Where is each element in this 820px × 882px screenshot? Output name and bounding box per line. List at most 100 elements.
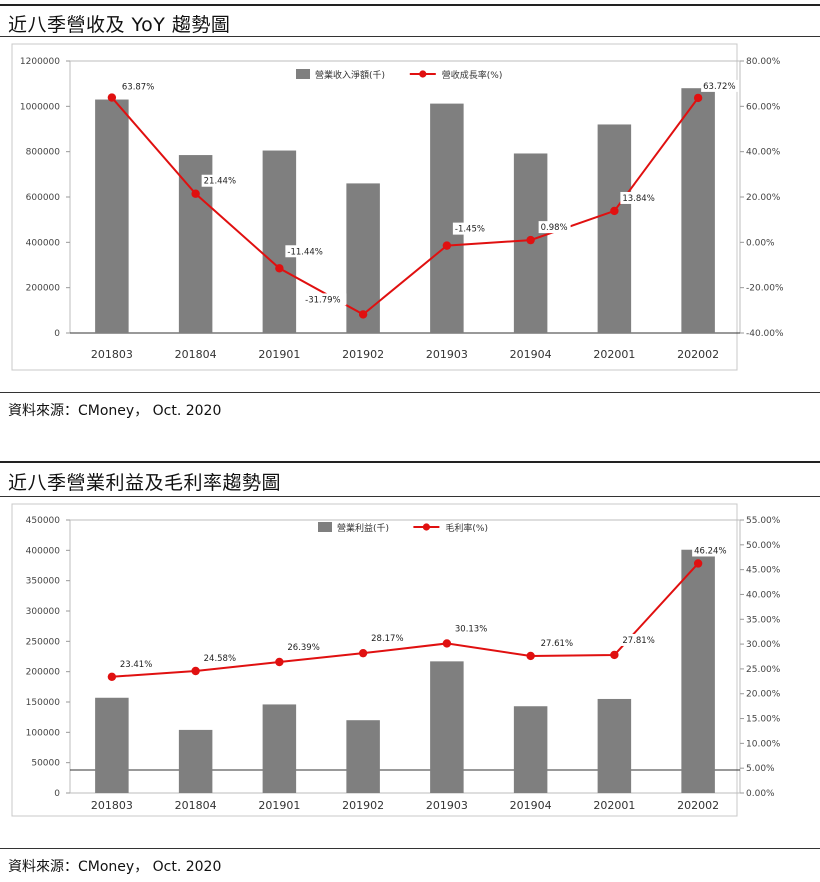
right-axis-tick-label: 45.00% [746,566,781,576]
bar [681,88,715,333]
line-point [107,93,117,102]
line-point [358,648,368,658]
line-point [526,235,535,245]
data-label-bg [285,245,329,258]
right-axis-tick-label: 5.00% [746,764,775,774]
chart2-source-rule [0,848,820,849]
x-axis-tick-label: 201901 [258,799,300,812]
bar [681,549,715,793]
data-label: 28.17% [371,634,403,644]
data-label-bg [201,651,240,664]
bar [262,704,297,793]
right-axis-tick-label: 30.00% [746,640,781,650]
left-axis-tick-label: 600000 [26,193,61,203]
chart-frame [11,43,738,371]
x-axis-tick-label: 202002 [677,799,719,812]
x-axis-tick-label: 201902 [342,799,384,812]
bar [513,706,548,793]
revenue-yoy-chart: 0 200000 400000 600000 800000 1000000 1200000 -… [11,43,784,371]
x-axis-tick-label: 201901 [258,348,300,361]
right-axis-tick-label: 40.00% [746,148,781,158]
x-axis-tick-label: 201804 [175,348,217,361]
data-label-bg [538,221,571,234]
data-label: 13.84% [622,194,654,204]
bar [346,720,380,793]
left-axis-tick-label: 100000 [26,728,61,738]
right-axis-tick-label: 55.00% [746,516,781,526]
data-label: 24.58% [204,654,236,664]
x-axis-tick-label: 201803 [91,799,133,812]
x-axis-tick-label: 201904 [510,348,552,361]
left-axis-tick-label: 1200000 [20,57,60,67]
chart-frame [11,503,738,817]
left-axis-tick-label: 800000 [26,148,61,158]
data-label: 30.13% [455,624,487,634]
legend-bar-label: 營業利益(千) [337,522,389,534]
data-label-bg [538,636,577,649]
left-axis-tick-label: 250000 [26,637,61,647]
legend-bar-swatch [296,69,310,79]
chart1-source-rule [0,392,820,393]
data-label-bg [620,191,658,204]
line-point [610,650,619,660]
right-axis-tick-label: -40.00% [746,329,784,339]
right-axis-tick-label: 20.00% [746,193,781,203]
data-label-bg [285,641,323,654]
data-label-bg [201,174,240,187]
data-label-bg [692,544,730,557]
x-axis-tick-label: 201903 [426,799,468,812]
left-axis-tick-label: 200000 [26,668,61,678]
bar [430,103,464,333]
growth-line [111,96,699,316]
data-label-bg [119,80,158,93]
chart2-source: 資料來源：CMoney， Oct. 2020 [8,859,222,875]
right-axis-tick-label: 0.00% [746,789,775,799]
right-axis-tick-label: 25.00% [746,665,781,675]
data-label: 63.72% [703,82,735,92]
left-axis-tick-label: 300000 [26,607,61,617]
x-axis-tick-label: 201803 [91,348,133,361]
line-point [275,657,284,667]
left-axis-tick-label: 150000 [26,698,61,708]
legend-bar-swatch [318,522,332,532]
line-point [442,639,452,648]
line-point [191,666,200,676]
legend-line-marker [422,523,430,531]
right-axis-tick-label: 50.00% [746,541,781,551]
data-label: -11.44% [287,247,322,257]
right-axis-tick-label: 0.00% [746,238,775,248]
x-axis-tick-label: 201902 [342,348,384,361]
line-point [693,559,703,568]
data-label: 46.24% [694,546,726,556]
left-axis-tick-label: 50000 [31,759,60,769]
data-label-bg [701,79,739,92]
data-label: 26.39% [287,643,319,653]
right-axis-tick-label: 35.00% [746,615,781,625]
left-axis-tick-label: 350000 [26,577,61,587]
data-label-bg [117,657,156,670]
middle-rule [0,461,820,463]
right-axis-tick-label: 60.00% [746,102,781,112]
left-axis-tick-label: 400000 [26,546,61,556]
plot-area [69,519,741,794]
chart2-title-rule [0,496,820,497]
line-point [610,206,619,216]
data-label-bg [620,633,658,646]
x-axis-tick-label: 202002 [677,348,719,361]
line-point [358,310,368,319]
line-point [526,651,535,661]
bar [262,150,297,333]
growth-line [111,562,699,678]
data-label: -31.79% [305,295,340,305]
bar [95,99,129,334]
left-axis-tick-label: 0 [54,329,60,339]
chart1-title-rule [0,36,820,37]
left-axis-tick-label: 450000 [26,516,61,526]
line-point [107,672,117,682]
x-axis-tick-label: 201903 [426,348,468,361]
data-label: 27.81% [622,636,654,646]
data-label-bg [303,293,347,306]
line-point [275,264,284,273]
left-axis-tick-label: 0 [54,789,60,799]
data-label: 21.44% [204,177,236,187]
